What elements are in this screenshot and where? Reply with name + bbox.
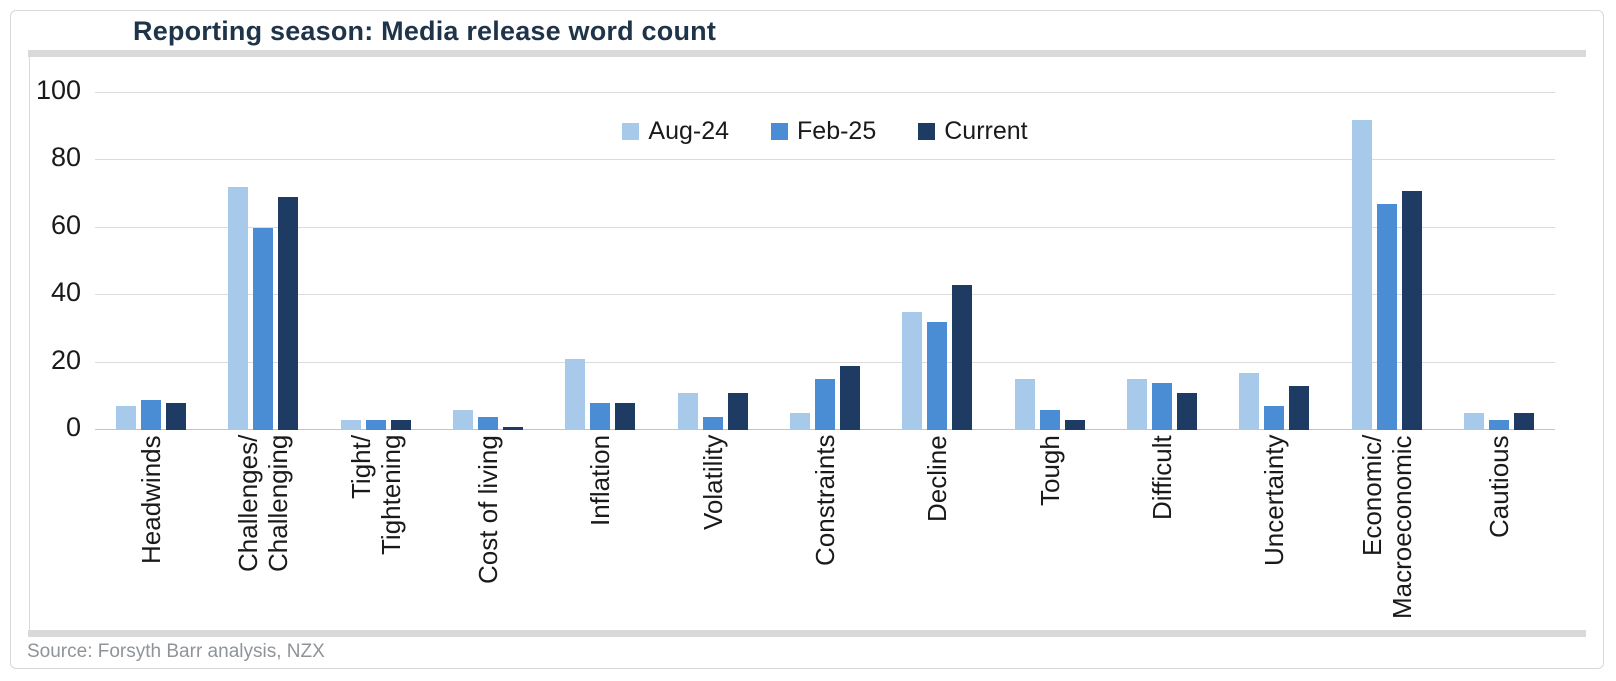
bar-feb-25 xyxy=(1376,204,1397,430)
bar-current xyxy=(1289,386,1310,430)
x-category-label: Cost of living xyxy=(473,435,504,584)
bar-feb-25 xyxy=(478,416,499,430)
bar-feb-25 xyxy=(927,322,948,430)
bar-aug-24 xyxy=(1239,372,1260,430)
bar-group xyxy=(207,93,319,430)
title-divider-rule xyxy=(28,50,1586,57)
x-category-label: Decline xyxy=(922,435,953,522)
bar-current xyxy=(503,426,524,430)
bar-aug-24 xyxy=(1351,119,1372,430)
x-label-slot: Decline xyxy=(881,435,993,621)
bar-current xyxy=(1176,392,1197,430)
bar-aug-24 xyxy=(902,312,923,430)
x-label-slot: Tight/ Tightening xyxy=(320,435,432,621)
x-label-slot: Challenges/ Challenging xyxy=(207,435,319,621)
bar-feb-25 xyxy=(253,227,274,430)
bar-aug-24 xyxy=(565,359,586,430)
bar-feb-25 xyxy=(141,399,162,430)
gridline xyxy=(95,361,1555,363)
chart-title: Reporting season: Media release word cou… xyxy=(133,16,717,46)
y-axis-line xyxy=(29,57,30,630)
bar-aug-24 xyxy=(1126,379,1147,430)
y-tick-label: 100 xyxy=(35,75,81,105)
y-tick-label: 0 xyxy=(65,412,81,442)
bar-current xyxy=(1513,413,1534,430)
bar-group xyxy=(1106,93,1218,430)
bar-current xyxy=(1064,419,1085,430)
bar-feb-25 xyxy=(590,403,611,430)
x-category-label: Inflation xyxy=(585,435,616,527)
x-category-label: Cautious xyxy=(1483,435,1514,538)
y-tick-label: 40 xyxy=(50,277,81,308)
x-label-slot: Constraints xyxy=(769,435,881,621)
bar-current xyxy=(952,285,973,430)
gridline xyxy=(95,92,1555,93)
bar-aug-24 xyxy=(677,392,698,430)
bar-current xyxy=(615,403,636,430)
bar-current xyxy=(840,365,861,430)
y-tick-label: 60 xyxy=(50,209,81,240)
bar-aug-24 xyxy=(1014,379,1035,430)
x-category-label: Economic/ Macroeconomic xyxy=(1356,435,1417,619)
y-tick-label: 80 xyxy=(50,142,81,173)
bar-current xyxy=(278,197,299,430)
bar-group xyxy=(544,93,656,430)
x-category-label: Tight/ Tightening xyxy=(345,435,406,556)
bar-aug-24 xyxy=(453,409,474,430)
bar-current xyxy=(166,403,187,430)
gridline xyxy=(95,159,1555,161)
x-category-label: Tough xyxy=(1034,435,1065,506)
bottom-divider-rule xyxy=(28,630,1586,637)
bar-aug-24 xyxy=(116,406,137,430)
x-category-label: Difficult xyxy=(1146,435,1177,520)
bar-groups xyxy=(95,93,1555,430)
bar-group xyxy=(881,93,993,430)
x-label-slot: Inflation xyxy=(544,435,656,621)
bar-feb-25 xyxy=(1039,409,1060,430)
x-label-slot: Volatility xyxy=(657,435,769,621)
x-label-slot: Uncertainty xyxy=(1218,435,1330,621)
x-category-label: Challenges/ Challenging xyxy=(233,435,294,573)
x-label-slot: Cost of living xyxy=(432,435,544,621)
gridline xyxy=(95,294,1555,296)
x-label-slot: Tough xyxy=(994,435,1106,621)
bar-group xyxy=(432,93,544,430)
bar-feb-25 xyxy=(815,379,836,430)
bar-group xyxy=(320,93,432,430)
x-label-slot: Difficult xyxy=(1106,435,1218,621)
bar-group xyxy=(1218,93,1330,430)
source-text: Source: Forsyth Barr analysis, NZX xyxy=(27,641,325,662)
gridline xyxy=(95,226,1555,228)
x-category-label: Uncertainty xyxy=(1259,435,1290,567)
x-axis-labels: Headwinds Challenges/ Challenging Tight/ T… xyxy=(95,435,1555,621)
bar-feb-25 xyxy=(1151,382,1172,430)
bar-aug-24 xyxy=(340,419,361,430)
bar-group xyxy=(994,93,1106,430)
bar-group xyxy=(95,93,207,430)
x-label-slot: Headwinds xyxy=(95,435,207,621)
plot-area: 0 20 40 60 80 100 Aug-24 Feb-25 Current xyxy=(36,75,1555,442)
bar-current xyxy=(1401,190,1422,430)
bar-aug-24 xyxy=(1463,413,1484,430)
bar-feb-25 xyxy=(1264,406,1285,430)
x-category-label: Constraints xyxy=(810,435,841,567)
x-category-label: Volatility xyxy=(697,435,728,531)
bar-feb-25 xyxy=(365,419,386,430)
bar-current xyxy=(727,392,748,430)
bar-group xyxy=(1443,93,1555,430)
bar-group xyxy=(657,93,769,430)
x-label-slot: Economic/ Macroeconomic xyxy=(1330,435,1442,621)
chart-card: Reporting season: Media release word cou… xyxy=(10,10,1604,669)
bar-aug-24 xyxy=(228,187,249,430)
y-tick-label: 20 xyxy=(50,344,81,375)
bar-group xyxy=(1330,93,1442,430)
x-label-slot: Cautious xyxy=(1443,435,1555,621)
bar-aug-24 xyxy=(790,413,811,430)
bar-feb-25 xyxy=(1488,419,1509,430)
bar-current xyxy=(390,419,411,430)
bar-feb-25 xyxy=(702,416,723,430)
bar-group xyxy=(769,93,881,430)
x-category-label: Headwinds xyxy=(136,435,167,564)
